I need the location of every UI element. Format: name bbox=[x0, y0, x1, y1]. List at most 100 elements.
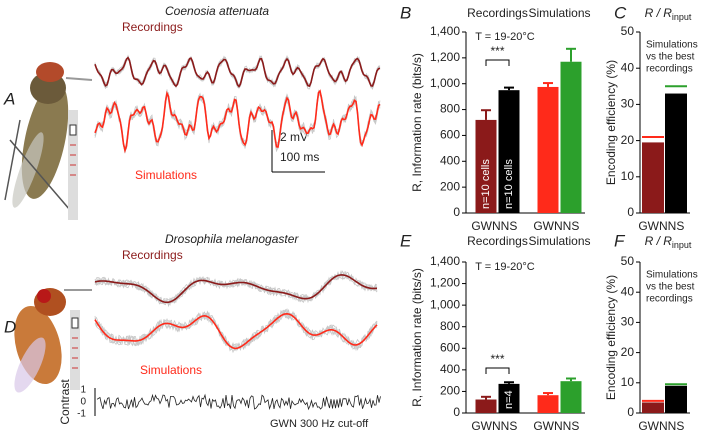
bar bbox=[642, 402, 664, 413]
annotation: T = 19-20°C bbox=[475, 31, 535, 43]
trace-repeat bbox=[94, 271, 378, 306]
y-tick-label: 0 bbox=[453, 205, 460, 219]
significance-bracket bbox=[485, 59, 510, 66]
note: Simulations bbox=[646, 40, 698, 51]
bar bbox=[560, 381, 582, 413]
note: Simulations bbox=[646, 270, 698, 281]
x-tick-label: NS bbox=[501, 419, 518, 433]
bar bbox=[642, 142, 664, 213]
scale-label: 100 ms bbox=[280, 150, 319, 164]
y-tick-label: 0 bbox=[627, 405, 634, 419]
bar bbox=[537, 395, 559, 413]
x-tick-label: GWN bbox=[638, 419, 667, 433]
trace-label: Simulations bbox=[140, 363, 202, 377]
y-tick-label: 1,200 bbox=[430, 50, 460, 64]
contrast-trace bbox=[96, 393, 381, 411]
bar bbox=[498, 90, 520, 213]
trace-repeat bbox=[94, 310, 378, 352]
y-tick-label: 600 bbox=[440, 340, 460, 354]
trace-repeat bbox=[94, 89, 381, 150]
x-tick-label: GWN bbox=[471, 419, 500, 433]
y-tick-label: 50 bbox=[621, 24, 635, 38]
bar-annotation: n=10 cells bbox=[503, 159, 515, 209]
species: Coenosia attenuata bbox=[165, 4, 269, 18]
y-tick-label: 10 bbox=[621, 375, 635, 389]
x-tick-label: GWN bbox=[533, 219, 562, 233]
y-tick-label: 1,400 bbox=[430, 24, 460, 38]
trace-mean bbox=[94, 89, 381, 154]
trace-mean bbox=[94, 312, 378, 350]
x-tick-label: GWN bbox=[533, 419, 562, 433]
note: recordings bbox=[646, 294, 693, 305]
y-tick-label: 200 bbox=[440, 179, 460, 193]
y-axis-label: Encoding efficiency (%) bbox=[604, 275, 618, 400]
y-tick-label: 1,000 bbox=[430, 297, 460, 311]
tick-label: -1 bbox=[77, 409, 86, 420]
y-tick-label: 20 bbox=[621, 133, 635, 147]
bar bbox=[665, 93, 687, 213]
y-tick-label: 40 bbox=[621, 60, 635, 74]
stimulus-label: GWN 300 Hz cut-off bbox=[270, 418, 369, 430]
y-tick-label: 600 bbox=[440, 128, 460, 142]
bar bbox=[475, 119, 497, 213]
x-tick-label: NS bbox=[668, 219, 685, 233]
note: vs the best bbox=[646, 282, 695, 293]
species: Drosophila melanogaster bbox=[165, 232, 299, 246]
bar bbox=[560, 61, 582, 213]
bar-annotation: n=4 bbox=[503, 390, 515, 409]
y-tick-label: 1,200 bbox=[430, 276, 460, 290]
bar bbox=[475, 399, 497, 413]
y-tick-label: 1,000 bbox=[430, 76, 460, 90]
x-tick-label: NS bbox=[668, 419, 685, 433]
y-tick-label: 20 bbox=[621, 345, 635, 359]
significance: *** bbox=[490, 352, 504, 366]
trace-repeat bbox=[94, 91, 381, 153]
y-axis-label: Encoding efficiency (%) bbox=[604, 60, 618, 185]
bar bbox=[537, 86, 559, 213]
axis-label: Contrast bbox=[58, 379, 72, 425]
bar bbox=[498, 383, 520, 413]
y-tick-label: 50 bbox=[621, 254, 635, 268]
traces bbox=[94, 54, 381, 354]
group-label: Simulations bbox=[528, 6, 590, 20]
bar bbox=[665, 385, 687, 413]
annotation: T = 19-20°C bbox=[475, 261, 535, 273]
y-axis-label: R, Information rate (bits/s) bbox=[410, 268, 424, 407]
trace-mean bbox=[94, 274, 378, 304]
trace-mean bbox=[94, 56, 381, 88]
trace-repeat bbox=[94, 90, 381, 150]
y-tick-label: 0 bbox=[453, 405, 460, 419]
y-tick-label: 30 bbox=[621, 315, 635, 329]
bar-annotation: n=10 cells bbox=[480, 159, 492, 209]
chart-title: R / Rinput bbox=[645, 6, 692, 22]
y-tick-label: 30 bbox=[621, 97, 635, 111]
y-tick-label: 800 bbox=[440, 102, 460, 116]
group-label: Recordings bbox=[467, 6, 528, 20]
y-axis-label: R, Information rate (bits/s) bbox=[410, 53, 424, 192]
y-tick-label: 400 bbox=[440, 153, 460, 167]
x-tick-label: NS bbox=[563, 219, 580, 233]
y-tick-label: 40 bbox=[621, 284, 635, 298]
fly-photo bbox=[4, 62, 93, 220]
panel-label: C bbox=[614, 3, 627, 22]
group-label: Simulations bbox=[528, 234, 590, 248]
note: recordings bbox=[646, 64, 693, 75]
chart-title-main: R / R bbox=[645, 6, 673, 20]
trace-repeat bbox=[94, 309, 378, 354]
tick-label: 1 bbox=[80, 385, 86, 396]
trace-label: Simulations bbox=[135, 168, 197, 182]
significance-bracket bbox=[485, 367, 510, 374]
trace-repeat bbox=[94, 270, 378, 305]
panel-label: E bbox=[400, 231, 412, 250]
y-tick-label: 400 bbox=[440, 362, 460, 376]
trace-repeat bbox=[94, 93, 381, 154]
significance: *** bbox=[490, 44, 504, 58]
trace-label: Recordings bbox=[122, 248, 183, 262]
y-tick-label: 200 bbox=[440, 384, 460, 398]
note: vs the best bbox=[646, 52, 695, 63]
trace-repeat bbox=[94, 89, 381, 154]
tick-label: 0 bbox=[80, 397, 86, 408]
x-tick-label: NS bbox=[563, 419, 580, 433]
x-tick-label: NS bbox=[501, 219, 518, 233]
